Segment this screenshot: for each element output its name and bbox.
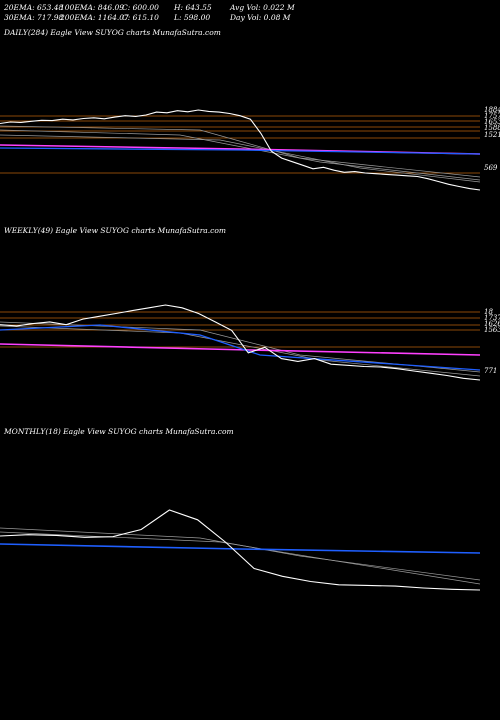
price-level-label: 1757	[484, 112, 500, 120]
stat-low: L: 598.00	[174, 13, 211, 22]
price-level-label: 1884	[484, 106, 500, 114]
price-level-label: 1563	[484, 326, 500, 334]
monthly-chart-title: MONTHLY(18) Eagle View SUYOG charts Muna…	[4, 427, 234, 436]
ema-short-line	[0, 543, 481, 554]
price-level-label: 1626	[484, 320, 500, 328]
price-level-label: 18	[484, 308, 493, 316]
stat-30ema: 30EMA: 717.98	[4, 13, 64, 22]
ema-long-line	[0, 343, 481, 356]
price-level-label: 1521	[484, 131, 500, 139]
weekly-chart-title: WEEKLY(49) Eagle View SUYOG charts Munaf…	[4, 226, 226, 235]
price-level-label: 569	[484, 164, 498, 172]
price-line	[0, 509, 481, 591]
daily-chart-title: DAILY(284) Eagle View SUYOG charts Munaf…	[4, 28, 221, 37]
moving-average-line	[0, 129, 481, 181]
stat-avg-vol: Avg Vol: 0.022 M	[230, 3, 295, 12]
stat-close: C: 600.00	[122, 3, 159, 12]
stat-day-vol: Day Vol: 0.08 M	[230, 13, 291, 22]
moving-average-line	[0, 531, 481, 585]
stat-close-2: C: 615.10	[122, 13, 159, 22]
price-line	[0, 304, 481, 381]
price-level-label: 1653	[484, 118, 500, 126]
ema-short-line	[0, 147, 481, 155]
stat-200ema: 200EMA: 1164.07	[60, 13, 129, 22]
ema-short-line	[0, 324, 481, 371]
moving-average-line	[0, 325, 481, 377]
moving-average-line	[0, 125, 481, 178]
stat-100ema: 100EMA: 846.09	[60, 3, 125, 12]
stat-20ema: 20EMA: 653.48	[4, 3, 64, 12]
price-line	[0, 109, 481, 191]
moving-average-line	[0, 134, 481, 183]
price-level-label: 1588	[484, 124, 500, 132]
price-level-label: 1737	[484, 314, 500, 322]
price-level-label: 771	[484, 367, 497, 375]
stat-high: H: 643.55	[174, 3, 212, 12]
